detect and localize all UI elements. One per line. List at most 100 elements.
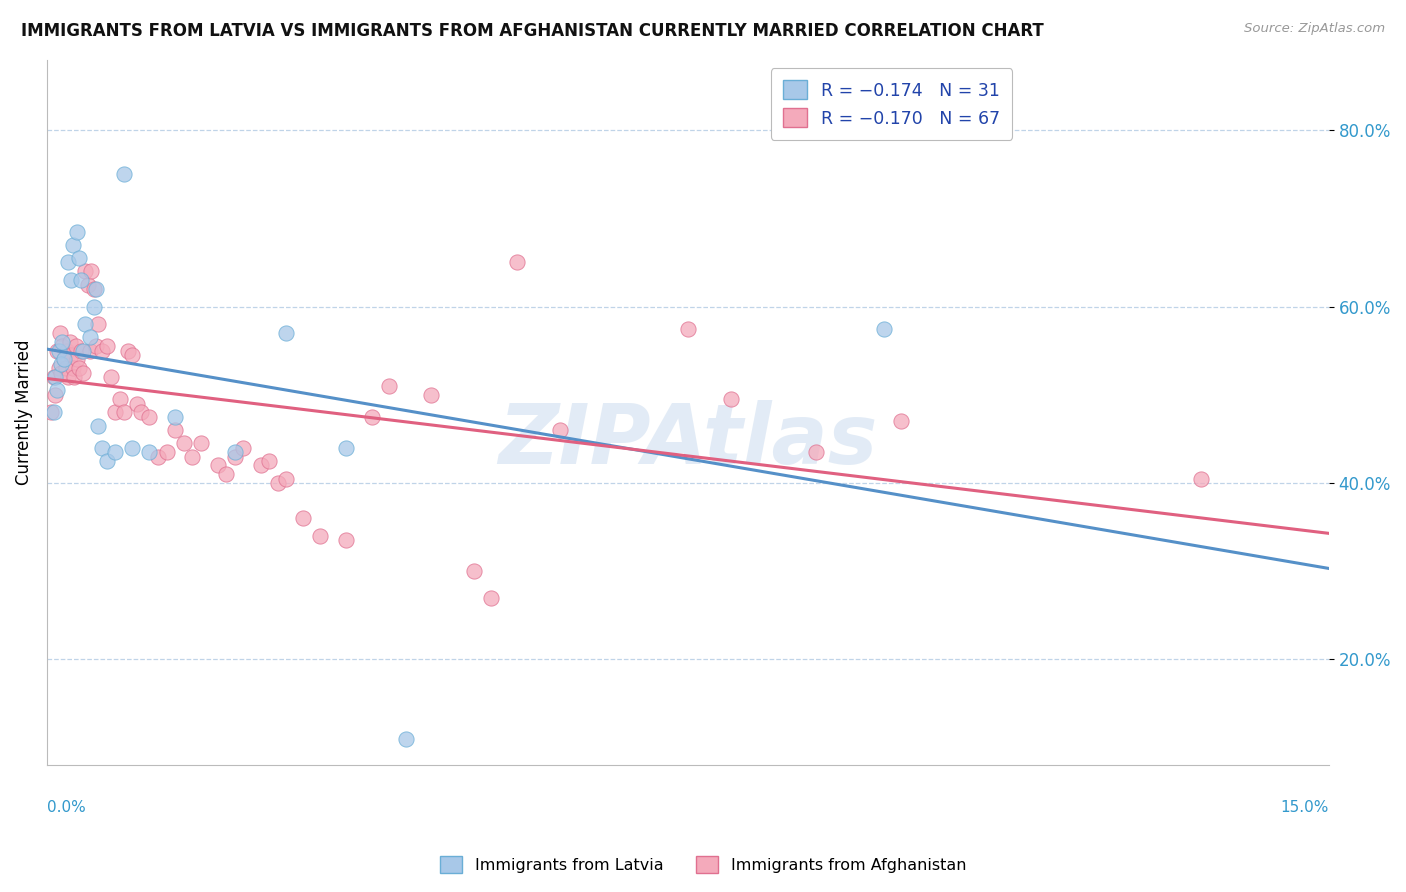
Text: Source: ZipAtlas.com: Source: ZipAtlas.com bbox=[1244, 22, 1385, 36]
Point bbox=[67, 361, 90, 376]
Point bbox=[96, 454, 118, 468]
Point bbox=[42, 405, 65, 419]
Point bbox=[506, 255, 529, 269]
Point bbox=[83, 282, 105, 296]
Point bbox=[108, 392, 131, 407]
Point bbox=[121, 348, 143, 362]
Point bbox=[75, 264, 97, 278]
Point bbox=[165, 423, 187, 437]
Y-axis label: Currently Married: Currently Married bbox=[15, 340, 32, 485]
Point bbox=[62, 361, 84, 376]
Text: ZIPAtlas: ZIPAtlas bbox=[498, 401, 877, 481]
Point bbox=[890, 414, 912, 428]
Point bbox=[65, 339, 87, 353]
Point bbox=[96, 339, 118, 353]
Point bbox=[51, 366, 73, 380]
Point bbox=[335, 533, 357, 548]
Point bbox=[395, 731, 418, 746]
Point bbox=[257, 454, 280, 468]
Point bbox=[87, 418, 110, 433]
Point bbox=[479, 591, 502, 605]
Text: IMMIGRANTS FROM LATVIA VS IMMIGRANTS FROM AFGHANISTAN CURRENTLY MARRIED CORRELAT: IMMIGRANTS FROM LATVIA VS IMMIGRANTS FRO… bbox=[21, 22, 1043, 40]
Point bbox=[804, 445, 827, 459]
Point bbox=[266, 475, 288, 490]
Point bbox=[58, 255, 80, 269]
Point bbox=[360, 409, 382, 424]
Point bbox=[104, 405, 127, 419]
Point bbox=[46, 343, 69, 358]
Point bbox=[420, 388, 443, 402]
Point bbox=[138, 445, 160, 459]
Point bbox=[44, 370, 66, 384]
Point bbox=[87, 317, 110, 331]
Point bbox=[70, 273, 93, 287]
Point bbox=[112, 405, 135, 419]
Point bbox=[215, 467, 238, 482]
Point bbox=[72, 343, 94, 358]
Legend: Immigrants from Latvia, Immigrants from Afghanistan: Immigrants from Latvia, Immigrants from … bbox=[433, 849, 973, 880]
Point bbox=[86, 282, 108, 296]
Point bbox=[49, 357, 72, 371]
Point bbox=[77, 277, 100, 292]
Point bbox=[70, 343, 93, 358]
Point bbox=[46, 384, 69, 398]
Point bbox=[335, 441, 357, 455]
Point bbox=[75, 317, 97, 331]
Point bbox=[86, 339, 108, 353]
Point bbox=[59, 273, 82, 287]
Point bbox=[58, 370, 80, 384]
Point bbox=[165, 409, 187, 424]
Point bbox=[873, 321, 896, 335]
Point bbox=[79, 330, 101, 344]
Point bbox=[53, 352, 76, 367]
Point bbox=[309, 529, 332, 543]
Point bbox=[59, 334, 82, 349]
Point bbox=[66, 352, 89, 367]
Point bbox=[117, 343, 139, 358]
Point bbox=[91, 343, 114, 358]
Point bbox=[181, 450, 204, 464]
Point bbox=[91, 441, 114, 455]
Point bbox=[232, 441, 254, 455]
Point bbox=[207, 458, 229, 473]
Legend: R = −0.174   N = 31, R = −0.170   N = 67: R = −0.174 N = 31, R = −0.170 N = 67 bbox=[770, 69, 1012, 140]
Point bbox=[80, 264, 103, 278]
Point bbox=[1189, 472, 1212, 486]
Text: 0.0%: 0.0% bbox=[46, 800, 86, 815]
Point bbox=[42, 370, 65, 384]
Point bbox=[51, 334, 73, 349]
Point bbox=[112, 167, 135, 181]
Point bbox=[292, 511, 315, 525]
Point bbox=[104, 445, 127, 459]
Point bbox=[51, 339, 73, 353]
Point bbox=[146, 450, 169, 464]
Point bbox=[39, 405, 62, 419]
Point bbox=[44, 388, 66, 402]
Point bbox=[72, 366, 94, 380]
Point bbox=[377, 379, 399, 393]
Point bbox=[62, 237, 84, 252]
Point bbox=[63, 370, 86, 384]
Point bbox=[224, 445, 246, 459]
Point bbox=[463, 564, 485, 578]
Point bbox=[276, 472, 298, 486]
Point bbox=[59, 348, 82, 362]
Point bbox=[79, 343, 101, 358]
Point bbox=[548, 423, 571, 437]
Point bbox=[125, 396, 148, 410]
Point bbox=[138, 409, 160, 424]
Point bbox=[48, 343, 70, 358]
Point bbox=[66, 225, 89, 239]
Point bbox=[53, 352, 76, 367]
Point bbox=[56, 343, 79, 358]
Point bbox=[129, 405, 152, 419]
Point bbox=[48, 361, 70, 376]
Point bbox=[67, 251, 90, 265]
Point bbox=[249, 458, 271, 473]
Point bbox=[155, 445, 177, 459]
Point bbox=[173, 436, 195, 450]
Point bbox=[121, 441, 143, 455]
Point bbox=[276, 326, 298, 340]
Point bbox=[190, 436, 212, 450]
Point bbox=[720, 392, 742, 407]
